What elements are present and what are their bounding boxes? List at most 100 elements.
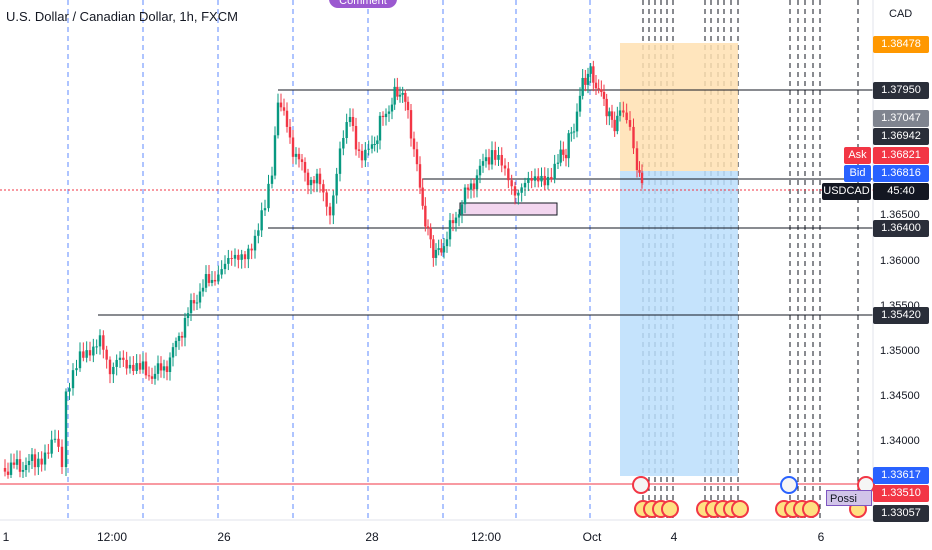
candle-body: [297, 153, 301, 160]
candle-body: [125, 359, 128, 369]
candlesticks: [3, 60, 644, 479]
candle-body: [18, 459, 22, 472]
horizontal-levels: [98, 89, 873, 316]
candle-body: [523, 182, 527, 188]
level-tag: 1.37950: [873, 82, 929, 99]
candle-body: [564, 154, 568, 159]
time-axis-label: 26: [217, 530, 231, 544]
bid-label: Bid: [844, 165, 871, 182]
price-axis-label: 1.36000: [880, 255, 920, 267]
candle-body: [300, 159, 304, 162]
candle-body: [43, 452, 47, 465]
candle-body: [147, 375, 151, 377]
candle-body: [570, 132, 573, 134]
candle-body: [398, 94, 402, 97]
candle-body: [201, 287, 205, 292]
candle-body: [543, 175, 546, 186]
candle-body: [494, 150, 497, 160]
candle-body: [279, 102, 283, 108]
candle-body: [227, 258, 230, 264]
candle-body: [503, 165, 507, 169]
candle-body: [584, 77, 587, 85]
time-axis-label: 28: [365, 530, 379, 544]
candle-body: [510, 180, 513, 187]
candle-body: [217, 274, 220, 282]
candle-body: [597, 88, 600, 90]
candle-body: [141, 361, 145, 370]
candle-body: [210, 279, 214, 283]
candle-body: [418, 164, 422, 188]
candle-body: [618, 110, 622, 116]
candle-body: [628, 120, 632, 127]
candle-body: [240, 254, 243, 260]
candle-body: [138, 363, 142, 370]
candle-body: [24, 465, 28, 471]
candle-body: [437, 248, 440, 250]
candle-body: [490, 150, 494, 165]
candle-body: [53, 438, 57, 440]
candle-body: [497, 154, 500, 160]
economic-events: [632, 476, 875, 518]
candle-body: [354, 125, 358, 150]
candle-body: [162, 366, 166, 371]
candle-body: [370, 144, 374, 149]
candle-body: [592, 66, 595, 83]
candle-body: [553, 163, 556, 180]
bid-price-tag: 1.36816: [873, 165, 929, 182]
candle-body: [230, 258, 233, 260]
candle-body: [306, 172, 310, 186]
candle-body: [276, 102, 280, 136]
candle-body: [466, 187, 470, 190]
candle-body: [572, 131, 576, 133]
candle-body: [183, 318, 187, 338]
candle-body: [559, 149, 562, 163]
candle-body: [95, 346, 98, 348]
candle-body: [530, 177, 533, 181]
candle-body: [273, 135, 277, 176]
candle-body: [150, 376, 154, 379]
candle-body: [153, 373, 157, 379]
candle-body: [237, 254, 240, 260]
candle-body: [47, 452, 50, 454]
candle-body: [263, 208, 267, 211]
candle-body: [6, 471, 10, 475]
candle-body: [500, 154, 503, 166]
candle-body: [159, 363, 163, 371]
candle-body: [475, 175, 479, 190]
candle-body: [484, 157, 488, 162]
possible-note[interactable]: Possi: [826, 490, 872, 506]
time-axis-label: 12:00: [470, 530, 502, 544]
candle-body: [373, 144, 376, 146]
countdown-tag: 45:40: [873, 183, 929, 200]
ask-price-tag: 1.36821: [873, 147, 929, 164]
candle-body: [481, 161, 485, 166]
candle-body: [616, 115, 619, 132]
candle-body: [71, 370, 75, 389]
candle-body: [260, 210, 263, 231]
candle-body: [315, 173, 319, 184]
time-axis-label: 1: [2, 530, 10, 544]
candle-body: [507, 168, 510, 181]
candle-body: [40, 458, 43, 465]
candle-body: [294, 153, 298, 157]
level-tag: 1.37047: [873, 110, 929, 127]
ca-flag-icon: [632, 476, 650, 494]
candle-body: [233, 254, 237, 259]
candle-body: [537, 176, 540, 182]
candle-body: [451, 220, 455, 224]
candle-body: [257, 230, 260, 236]
candle-body: [613, 119, 616, 132]
candle-body: [223, 263, 227, 270]
candle-body: [174, 340, 178, 348]
candle-body: [135, 363, 138, 371]
candle-body: [632, 126, 635, 149]
candle-body: [533, 176, 537, 181]
ask-label: Ask: [844, 147, 871, 164]
candle-body: [426, 226, 430, 228]
candle-body: [546, 176, 550, 186]
candle-body: [600, 89, 603, 92]
candle-body: [589, 66, 592, 74]
comment-button[interactable]: Comment: [329, 0, 397, 8]
candle-body: [288, 126, 292, 138]
